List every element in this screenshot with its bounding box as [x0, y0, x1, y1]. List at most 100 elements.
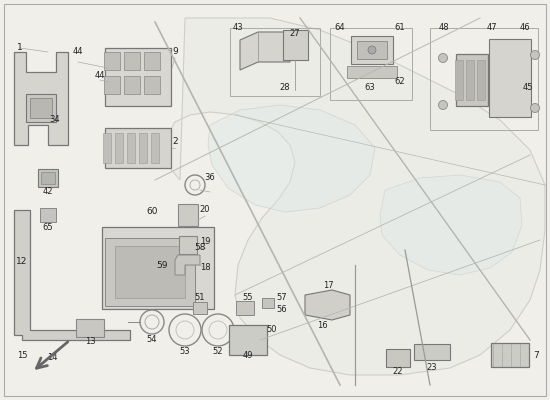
Bar	[105, 48, 171, 106]
Text: 61: 61	[395, 24, 405, 32]
Polygon shape	[175, 255, 200, 275]
Text: 1: 1	[17, 44, 23, 52]
Bar	[351, 36, 393, 64]
Bar	[124, 76, 140, 94]
Bar	[102, 227, 214, 309]
Bar	[347, 66, 397, 78]
Text: 43: 43	[233, 24, 243, 32]
Text: 49: 49	[243, 352, 253, 360]
Text: 57: 57	[277, 294, 287, 302]
Text: 14: 14	[47, 354, 57, 362]
Bar	[30, 98, 52, 118]
Polygon shape	[14, 52, 68, 145]
Text: 16: 16	[317, 320, 327, 330]
Text: 20: 20	[200, 206, 210, 214]
Polygon shape	[14, 210, 130, 340]
Bar	[262, 298, 274, 308]
Bar	[229, 325, 267, 355]
Polygon shape	[165, 18, 545, 375]
Text: 54: 54	[147, 336, 157, 344]
Bar	[193, 302, 207, 314]
Text: 7: 7	[533, 350, 539, 360]
Text: 19: 19	[200, 238, 210, 246]
Bar	[139, 133, 147, 163]
Text: 53: 53	[180, 348, 190, 356]
Polygon shape	[305, 290, 350, 320]
Text: 9: 9	[172, 48, 178, 56]
Bar	[115, 133, 123, 163]
Bar	[76, 319, 104, 337]
Circle shape	[368, 46, 376, 54]
Text: 50: 50	[267, 326, 277, 334]
Text: 27: 27	[290, 30, 300, 38]
Bar	[105, 128, 171, 168]
Polygon shape	[240, 32, 290, 70]
Text: 15: 15	[16, 350, 28, 360]
Bar	[357, 41, 387, 59]
Text: 22: 22	[393, 368, 403, 376]
Text: 46: 46	[520, 24, 530, 32]
Text: 58: 58	[194, 244, 206, 252]
Text: 60: 60	[146, 208, 158, 216]
Polygon shape	[208, 105, 375, 212]
Bar	[115, 246, 185, 298]
Polygon shape	[380, 175, 522, 275]
Bar	[26, 94, 56, 122]
Bar	[236, 301, 254, 315]
Circle shape	[531, 50, 540, 60]
Bar	[283, 30, 307, 60]
Text: 51: 51	[195, 294, 205, 302]
Text: 28: 28	[280, 84, 290, 92]
Text: 65: 65	[43, 224, 53, 232]
Text: 17: 17	[323, 280, 333, 290]
Text: 13: 13	[85, 338, 95, 346]
Bar	[151, 133, 159, 163]
Bar	[104, 52, 120, 70]
Bar	[105, 238, 195, 306]
Bar	[477, 60, 485, 100]
Text: 36: 36	[205, 174, 216, 182]
Bar	[144, 76, 160, 94]
Text: 23: 23	[427, 362, 437, 372]
Bar	[124, 52, 140, 70]
Text: 2: 2	[172, 138, 178, 146]
Text: 44: 44	[73, 48, 83, 56]
Bar	[230, 28, 320, 96]
Text: 64: 64	[335, 24, 345, 32]
Text: 48: 48	[439, 24, 449, 32]
Text: 45: 45	[522, 84, 534, 92]
Bar	[144, 52, 160, 70]
Bar	[127, 133, 135, 163]
Text: 18: 18	[200, 264, 210, 272]
Circle shape	[531, 104, 540, 112]
Text: 44: 44	[95, 70, 105, 80]
Bar	[491, 343, 529, 367]
Text: 56: 56	[277, 306, 287, 314]
Bar	[38, 169, 58, 187]
Bar	[430, 28, 538, 130]
Bar	[489, 39, 531, 117]
Text: 62: 62	[395, 78, 405, 86]
Text: 12: 12	[16, 258, 28, 266]
Text: 59: 59	[156, 260, 168, 270]
Bar	[456, 54, 488, 106]
Bar	[40, 208, 56, 222]
Circle shape	[438, 54, 448, 62]
Bar	[330, 28, 412, 100]
Bar	[41, 172, 55, 184]
Bar	[466, 60, 474, 100]
Bar	[103, 133, 111, 163]
Text: 34: 34	[50, 116, 60, 124]
Text: 55: 55	[243, 294, 253, 302]
Bar	[414, 344, 450, 360]
Bar	[104, 76, 120, 94]
Bar	[179, 236, 197, 254]
Text: 52: 52	[213, 348, 223, 356]
Text: 42: 42	[43, 188, 53, 196]
Text: 47: 47	[487, 24, 497, 32]
Circle shape	[438, 100, 448, 110]
Bar	[386, 349, 410, 367]
Text: 63: 63	[365, 84, 375, 92]
Bar	[455, 60, 463, 100]
Bar	[178, 204, 198, 226]
